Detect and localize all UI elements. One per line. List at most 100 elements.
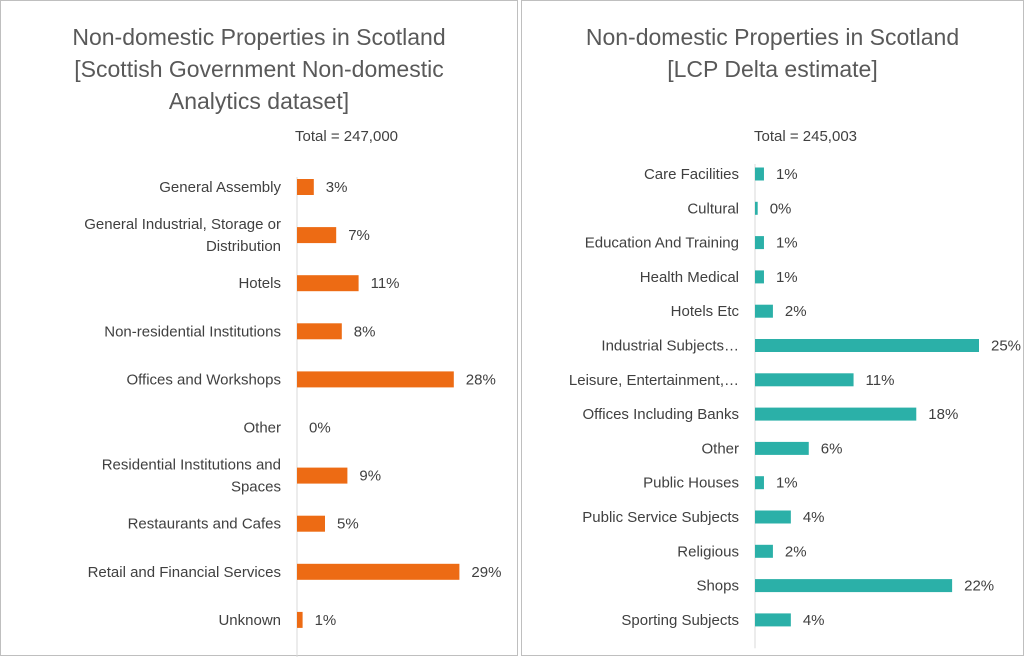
category-label-line: Non-residential Institutions bbox=[104, 323, 281, 340]
bar bbox=[755, 236, 764, 250]
bar bbox=[755, 373, 854, 387]
category-label-line: Hotels Etc bbox=[671, 303, 740, 320]
category-label: Restaurants and Cafes bbox=[128, 516, 281, 533]
bar bbox=[297, 227, 337, 244]
data-label: 6% bbox=[821, 440, 843, 457]
bar bbox=[297, 323, 342, 340]
category-label-line: Distribution bbox=[206, 238, 281, 255]
bar bbox=[755, 304, 773, 318]
bar bbox=[297, 515, 325, 532]
bar bbox=[755, 201, 758, 215]
bar bbox=[755, 270, 764, 284]
category-label-line: Leisure, Entertainment,… bbox=[569, 372, 739, 389]
category-label: Non-residential Institutions bbox=[104, 323, 281, 340]
data-label: 5% bbox=[337, 516, 359, 533]
category-label: Cultural bbox=[687, 200, 739, 217]
data-label: 0% bbox=[309, 420, 331, 437]
category-label-line: General Industrial, Storage or bbox=[84, 216, 281, 233]
category-label-line: Residential Institutions and bbox=[102, 457, 281, 474]
chart-panel-right: Non-domestic Properties in Scotland [LCP… bbox=[521, 0, 1024, 656]
chart-total-right: Total = 245,003 bbox=[754, 128, 858, 145]
data-label: 11% bbox=[371, 275, 400, 292]
chart-total-left: Total = 247,000 bbox=[295, 128, 399, 145]
data-label: 3% bbox=[326, 179, 348, 196]
category-label: Leisure, Entertainment,… bbox=[569, 372, 739, 389]
category-label: Hotels bbox=[238, 275, 281, 292]
data-label: 9% bbox=[359, 468, 381, 485]
bar bbox=[755, 510, 791, 524]
data-label: 22% bbox=[964, 578, 994, 595]
category-label-line: Offices Including Banks bbox=[583, 406, 739, 423]
category-label: Hotels Etc bbox=[671, 303, 740, 320]
bar bbox=[755, 579, 953, 593]
category-label: Unknown bbox=[218, 612, 281, 629]
category-label: Public Service Subjects bbox=[582, 509, 739, 526]
category-label: Other bbox=[701, 440, 739, 457]
category-label: Public Houses bbox=[643, 475, 739, 492]
data-label: 28% bbox=[466, 371, 496, 388]
chart-title-right-line: Non-domestic Properties in Scotland bbox=[585, 24, 960, 50]
category-label-line: General Assembly bbox=[159, 179, 281, 196]
category-label: Offices and Workshops bbox=[126, 371, 281, 388]
bar bbox=[297, 563, 460, 580]
data-label: 29% bbox=[471, 564, 501, 581]
category-label-line: Health Medical bbox=[640, 269, 739, 286]
bar bbox=[297, 611, 303, 628]
bar bbox=[297, 371, 454, 388]
data-label: 1% bbox=[776, 235, 798, 252]
category-label: Care Facilities bbox=[644, 166, 739, 183]
data-label: 8% bbox=[354, 323, 376, 340]
chart-title-left-line: Analytics dataset] bbox=[168, 88, 350, 114]
category-label: Sporting Subjects bbox=[621, 612, 739, 629]
category-label-line: Retail and Financial Services bbox=[88, 564, 281, 581]
chart-title-left-line: [Scottish Government Non-domestic bbox=[74, 56, 444, 82]
category-label: Retail and Financial Services bbox=[88, 564, 281, 581]
bar bbox=[755, 613, 791, 627]
data-label: 25% bbox=[991, 338, 1021, 355]
category-label-line: Unknown bbox=[218, 612, 281, 629]
category-label: Offices Including Banks bbox=[583, 406, 739, 423]
category-label: Industrial Subjects… bbox=[601, 338, 739, 355]
category-label-line: Religious bbox=[677, 543, 739, 560]
category-label-line: Other bbox=[243, 420, 281, 437]
bar bbox=[755, 476, 764, 490]
bar bbox=[755, 441, 809, 455]
chart-title-left: Non-domestic Properties in Scotland [Sco… bbox=[1, 21, 517, 117]
category-label: Other bbox=[243, 420, 281, 437]
category-label-line: Public Houses bbox=[643, 475, 739, 492]
data-label: 2% bbox=[785, 543, 807, 560]
category-label-line: Industrial Subjects… bbox=[601, 338, 739, 355]
category-label: General Assembly bbox=[159, 179, 281, 196]
category-label-line: Restaurants and Cafes bbox=[128, 516, 281, 533]
bar bbox=[755, 167, 764, 181]
category-label-line: Public Service Subjects bbox=[582, 509, 739, 526]
data-label: 4% bbox=[803, 509, 825, 526]
data-label: 11% bbox=[866, 372, 895, 389]
data-label: 1% bbox=[776, 269, 798, 286]
bar bbox=[297, 467, 348, 484]
data-label: 0% bbox=[770, 200, 792, 217]
category-label-line: Shops bbox=[696, 578, 739, 595]
data-label: 18% bbox=[928, 406, 958, 423]
category-label-line: Spaces bbox=[231, 479, 281, 496]
category-label-line: Hotels bbox=[238, 275, 281, 292]
bar-chart-left: General Assembly 3% General Industrial, St… bbox=[84, 177, 501, 657]
chart-title-left-line: Non-domestic Properties in Scotland bbox=[72, 24, 446, 50]
category-label-line: Education And Training bbox=[585, 235, 739, 252]
data-label: 1% bbox=[776, 475, 798, 492]
bar bbox=[297, 179, 314, 195]
data-label: 7% bbox=[348, 227, 370, 244]
bar bbox=[297, 275, 359, 292]
category-label-line: Cultural bbox=[687, 200, 739, 217]
category-label: Shops bbox=[696, 578, 739, 595]
category-label: General Industrial, Storage or Distributi… bbox=[84, 216, 281, 255]
bar bbox=[755, 407, 917, 421]
category-label: Health Medical bbox=[640, 269, 739, 286]
chart-title-right-line: [LCP Delta estimate] bbox=[667, 56, 878, 82]
category-label-line: Offices and Workshops bbox=[126, 371, 281, 388]
category-label-line: Sporting Subjects bbox=[621, 612, 739, 629]
category-label: Education And Training bbox=[585, 235, 739, 252]
data-label: 1% bbox=[315, 612, 337, 629]
bar-chart-right: Care Facilities 1% Cultural 0% Education And… bbox=[569, 164, 1021, 649]
category-label: Residential Institutions and Spaces bbox=[102, 457, 281, 496]
